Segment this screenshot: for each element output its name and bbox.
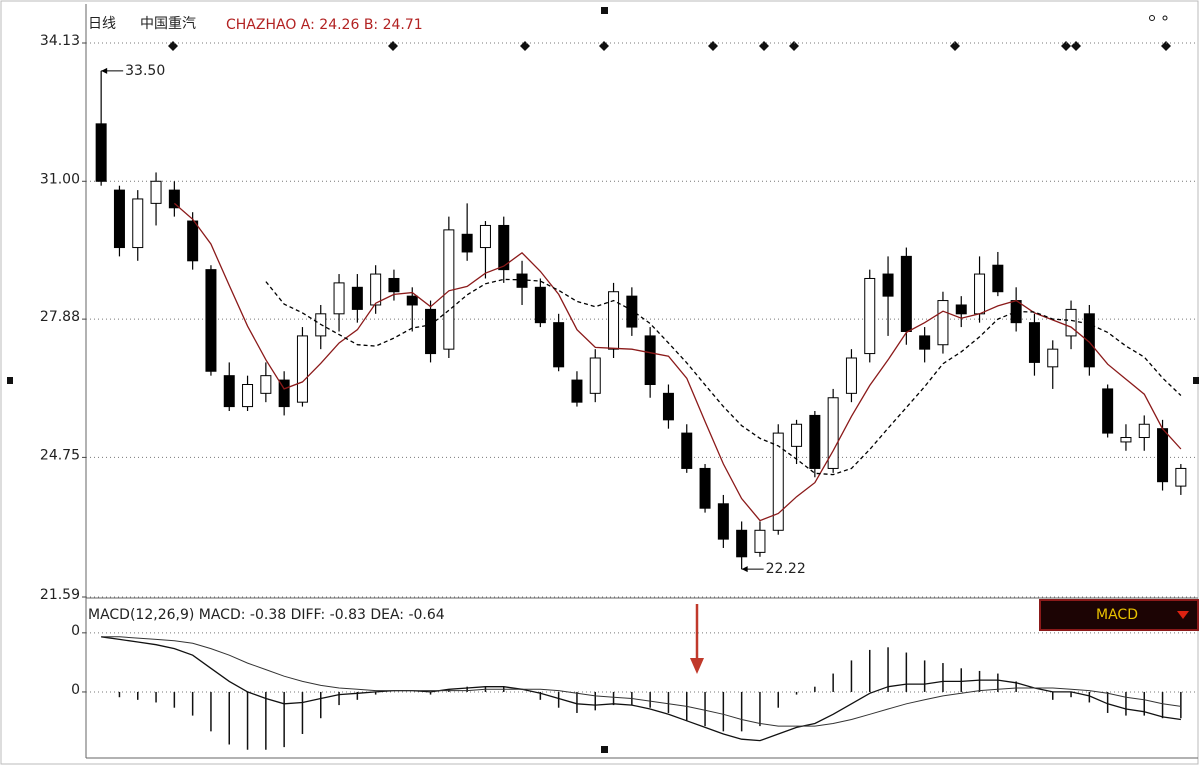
dropdown-icon[interactable] [1177,611,1189,619]
y-tick-label: 0 [71,623,80,639]
candle-body [955,304,967,315]
marker [601,746,608,753]
candle-body [1175,467,1187,487]
marker [601,7,608,14]
candle-body [1047,348,1059,368]
candle-body [845,357,857,394]
candle-body [95,123,107,182]
candle-body [827,397,839,469]
candle-body [772,432,784,531]
signal-marker [1161,41,1171,51]
candle-body [754,529,766,553]
candle-body [260,375,272,394]
candle-body [809,414,821,469]
candle-body [882,273,894,297]
candle-body [571,379,583,403]
candle-body [498,224,510,271]
candle-body [900,255,912,332]
signal-marker [950,41,960,51]
y-tick-label: 34.13 [40,33,80,49]
y-tick-label: 21.59 [40,587,80,603]
candle-body [937,300,949,346]
markers [7,7,1199,753]
annotation-arrowhead [101,67,108,74]
candle-body [425,308,437,355]
candle-body [132,198,144,249]
candle-body [388,277,400,293]
stock-name: 中国重汽 [140,16,196,32]
annotation-label: 33.50 [125,63,165,79]
dea-line [101,636,1181,727]
candle-body [351,286,363,310]
annotation-label: 22.22 [766,561,806,577]
diff-line [101,636,1181,742]
arrow [690,604,704,674]
candle-body [626,295,638,328]
macd-title: MACD(12,26,9) MACD: -0.38 DIFF: -0.83 DE… [88,607,445,623]
candle-body [1138,423,1150,439]
candle-body [1120,437,1132,443]
marker [7,377,13,384]
annotation-arrowhead [741,566,748,573]
candle-body [479,224,491,249]
candle-body [296,335,308,403]
candle-body [223,375,235,408]
candle-body [736,529,748,558]
y-tick-label: 31.00 [40,171,80,187]
candle-body [205,269,217,372]
candle-body [662,392,674,421]
candle-body [187,220,199,262]
chart-title: 日线 [88,16,116,32]
price-info: CHAZHAO A: 24.26 B: 24.71 [226,17,423,33]
marker [1193,377,1199,384]
marker [1162,15,1168,21]
candle-body [608,291,620,350]
candle-body [1028,322,1040,363]
candle-body [791,423,803,447]
candle-body [278,379,290,408]
candle-body [992,264,1004,293]
candle-body [864,277,876,355]
candle-body [406,295,418,306]
candle-body [242,384,254,408]
candle-body [113,189,125,249]
candle-body [553,322,565,368]
candle-body [534,286,546,324]
candle-body [1083,313,1095,368]
candle-body [333,282,345,315]
candle-body [644,335,656,386]
moving-average [173,202,1182,522]
candle-body [589,357,601,394]
candle-body [168,189,180,209]
candle-body [699,467,711,509]
y-tick-label: 0 [71,682,80,698]
y-tick-label: 27.88 [40,309,80,325]
candle-body [1065,308,1077,337]
candle-body [370,273,382,306]
candle-body [516,273,528,288]
candle-body [974,273,986,315]
candle-body [150,180,162,204]
candle-body [1157,428,1169,483]
indicator-button[interactable] [1039,599,1199,631]
candle-body [681,432,693,469]
marker [1149,15,1155,21]
y-tick-label: 24.75 [40,447,80,463]
signal-marker [1061,41,1071,51]
indicator-label[interactable]: MACD [1096,607,1138,623]
signal-marker [789,41,799,51]
candle-body [717,503,729,540]
candle-body [919,335,931,350]
candle-body [1102,388,1114,434]
candle-body [461,233,473,253]
arrow-head [690,658,704,674]
moving-average [265,278,1182,476]
